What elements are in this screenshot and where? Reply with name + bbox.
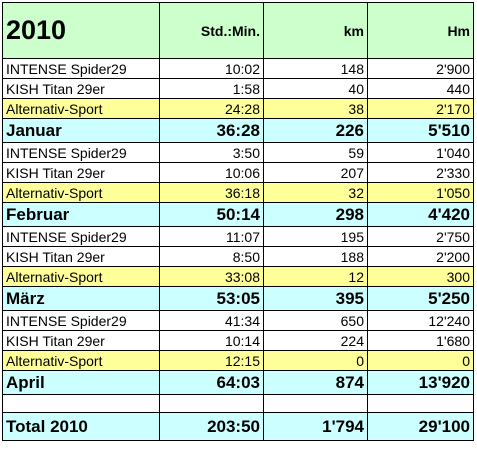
cell: 33:08	[159, 266, 264, 287]
cell: 53:05	[159, 286, 264, 311]
detail-row: Alternativ-Sport 24:28 38 2'170	[2, 98, 474, 119]
cell: 874	[263, 370, 368, 395]
detail-row: INTENSE Spider29 11:07 195 2'750	[2, 226, 474, 247]
cell: 440	[367, 78, 474, 99]
cell: 40	[263, 78, 368, 99]
cell: Alternativ-Sport	[2, 182, 160, 203]
cell: INTENSE Spider29	[2, 58, 160, 79]
cell: 1'040	[367, 142, 474, 163]
cell: 10:14	[159, 330, 264, 351]
cell: 36:18	[159, 182, 264, 203]
detail-row: Alternativ-Sport 36:18 32 1'050	[2, 182, 474, 203]
cell: 188	[263, 246, 368, 267]
cell: 10:02	[159, 58, 264, 79]
cell: KISH Titan 29er	[2, 78, 160, 99]
cell: 650	[263, 310, 368, 331]
cell: 12	[263, 266, 368, 287]
detail-row: KISH Titan 29er 8:50 188 2'200	[2, 246, 474, 267]
cell: INTENSE Spider29	[2, 310, 160, 331]
cell	[159, 394, 264, 413]
detail-row: Alternativ-Sport 33:08 12 300	[2, 266, 474, 287]
cell: 2010	[2, 2, 160, 59]
month-row: März 53:05 395 5'250	[2, 286, 474, 311]
cell: März	[2, 286, 160, 311]
blank-row	[2, 394, 474, 413]
cell: KISH Titan 29er	[2, 162, 160, 183]
cell: 2'900	[367, 58, 474, 79]
cell: 38	[263, 98, 368, 119]
cell: 395	[263, 286, 368, 311]
cell: 195	[263, 226, 368, 247]
cell: km	[263, 2, 368, 59]
cell: 203:50	[159, 412, 264, 441]
cell: Alternativ-Sport	[2, 350, 160, 371]
cell: 1'680	[367, 330, 474, 351]
detail-row: KISH Titan 29er 10:14 224 1'680	[2, 330, 474, 351]
spreadsheet: 2010 Std.:Min. km Hm INTENSE Spider29 10:02 14…	[2, 2, 474, 441]
cell: 64:03	[159, 370, 264, 395]
cell: 300	[367, 266, 474, 287]
cell: Februar	[2, 202, 160, 227]
detail-row: INTENSE Spider29 10:02 148 2'900	[2, 58, 474, 79]
cell: 2'170	[367, 98, 474, 119]
month-row: Januar 36:28 226 5'510	[2, 118, 474, 143]
cell: Total 2010	[2, 412, 160, 441]
cell: 5'250	[367, 286, 474, 311]
cell: 0	[263, 350, 368, 371]
cell: 4'420	[367, 202, 474, 227]
cell: KISH Titan 29er	[2, 246, 160, 267]
cell	[2, 394, 160, 413]
detail-row: Alternativ-Sport 12:15 0 0	[2, 350, 474, 371]
cell: 2'200	[367, 246, 474, 267]
cell: 32	[263, 182, 368, 203]
cell: 298	[263, 202, 368, 227]
cell: Alternativ-Sport	[2, 266, 160, 287]
detail-row: INTENSE Spider29 3:50 59 1'040	[2, 142, 474, 163]
table-body: 2010 Std.:Min. km Hm INTENSE Spider29 10:02 14…	[2, 2, 474, 441]
cell: 24:28	[159, 98, 264, 119]
cell: 207	[263, 162, 368, 183]
cell: 3:50	[159, 142, 264, 163]
cell: 2'330	[367, 162, 474, 183]
cell: 1:58	[159, 78, 264, 99]
cell: 59	[263, 142, 368, 163]
total-row: Total 2010 203:50 1'794 29'100	[2, 412, 474, 441]
cell: 11:07	[159, 226, 264, 247]
cell: 41:34	[159, 310, 264, 331]
cell: 29'100	[367, 412, 474, 441]
cell	[367, 394, 474, 413]
cell: 148	[263, 58, 368, 79]
cell: 36:28	[159, 118, 264, 143]
cell: 1'050	[367, 182, 474, 203]
cell: 12:15	[159, 350, 264, 371]
detail-row: INTENSE Spider29 41:34 650 12'240	[2, 310, 474, 331]
header-row: 2010 Std.:Min. km Hm	[2, 2, 474, 59]
cell: 12'240	[367, 310, 474, 331]
cell: INTENSE Spider29	[2, 226, 160, 247]
cell: 1'794	[263, 412, 368, 441]
cell: Januar	[2, 118, 160, 143]
cell: Hm	[367, 2, 474, 59]
cell	[263, 394, 368, 413]
cell: Std.:Min.	[159, 2, 264, 59]
cell: 226	[263, 118, 368, 143]
month-row: Februar 50:14 298 4'420	[2, 202, 474, 227]
month-row: April 64:03 874 13'920	[2, 370, 474, 395]
cell: 224	[263, 330, 368, 351]
detail-row: KISH Titan 29er 10:06 207 2'330	[2, 162, 474, 183]
detail-row: KISH Titan 29er 1:58 40 440	[2, 78, 474, 99]
cell: 50:14	[159, 202, 264, 227]
cell: 8:50	[159, 246, 264, 267]
cell: KISH Titan 29er	[2, 330, 160, 351]
cell: 10:06	[159, 162, 264, 183]
cell: April	[2, 370, 160, 395]
cell: 0	[367, 350, 474, 371]
cell: 5'510	[367, 118, 474, 143]
cell: INTENSE Spider29	[2, 142, 160, 163]
cell: 13'920	[367, 370, 474, 395]
cell: 2'750	[367, 226, 474, 247]
cell: Alternativ-Sport	[2, 98, 160, 119]
